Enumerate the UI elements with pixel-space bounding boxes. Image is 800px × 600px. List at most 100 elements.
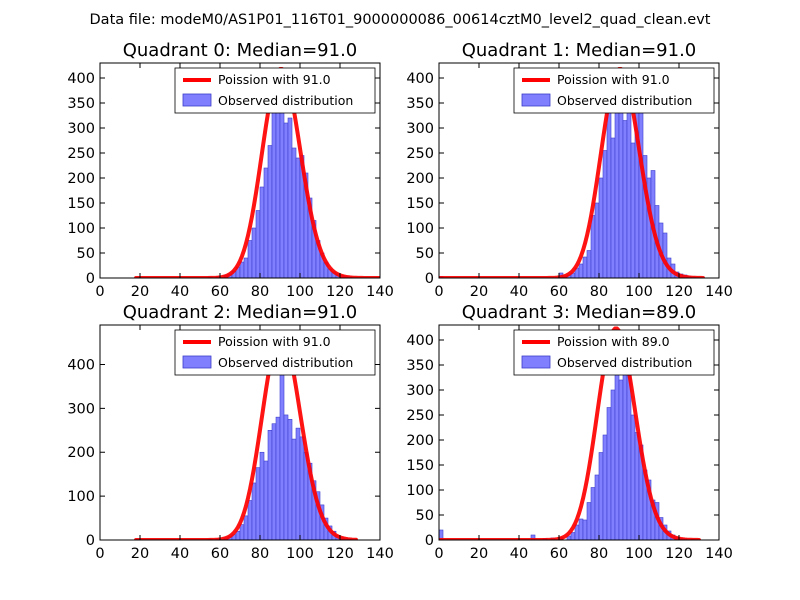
poisson-curve [439, 326, 701, 540]
subplot-title: Quadrant 3: Median=89.0 [462, 302, 697, 323]
histogram-bar [606, 407, 612, 540]
x-tick-label: 60 [211, 546, 229, 562]
legend: Poission with 91.0 Observed distribution [513, 67, 715, 114]
y-tick-label: 400 [406, 333, 434, 349]
poisson-curve [134, 67, 380, 278]
x-tick-label: 120 [326, 284, 354, 300]
histogram-bar [590, 487, 596, 540]
y-tick-label: 200 [67, 445, 95, 461]
histogram-bar [622, 367, 628, 540]
histogram-bar [582, 256, 588, 278]
legend-bar-label: Observed distribution [218, 93, 353, 108]
x-tick-label: 0 [434, 546, 443, 562]
y-tick-label: 0 [86, 533, 95, 549]
histogram-bar [267, 145, 273, 278]
y-tick-label: 100 [406, 221, 434, 237]
y-tick-label: 300 [406, 121, 434, 137]
subplot-title: Quadrant 0: Median=91.0 [123, 40, 358, 61]
histogram-bar [630, 142, 636, 278]
x-tick-label: 140 [366, 284, 394, 300]
legend-bar-swatch [182, 93, 212, 107]
x-tick-label: 80 [251, 284, 269, 300]
histogram-bar [614, 359, 620, 540]
histogram-bar [439, 529, 444, 540]
legend-curve-label: Poission with 89.0 [557, 334, 670, 349]
y-tick-label: 0 [425, 533, 434, 549]
histogram-bar [618, 379, 624, 540]
legend-bar-label: Observed distribution [557, 93, 692, 108]
legend: Poission with 89.0 Observed distribution [513, 329, 715, 376]
legend-bar-label: Observed distribution [218, 355, 353, 370]
histogram-bar [586, 250, 592, 278]
x-tick-label: 120 [326, 546, 354, 562]
histogram-bar [291, 438, 297, 540]
subplot-quadrant-3: Quadrant 3: Median=89.0 0 20 40 60 80 100 120 14… [406, 302, 733, 562]
histogram-bars [135, 75, 353, 278]
subplot-quadrant-0: Quadrant 0: Median=91.0 0 20 40 60 80 100 120 14… [67, 40, 394, 300]
histogram-bar [263, 167, 269, 278]
axes-frame [99, 324, 381, 541]
histogram-bar [247, 500, 253, 540]
x-tick-label: 20 [470, 546, 488, 562]
histogram-bar [602, 150, 608, 278]
histogram-bar [602, 434, 608, 540]
y-tick-label: 300 [406, 383, 434, 399]
y-tick-label: 400 [67, 357, 95, 373]
x-tick-label: 100 [625, 284, 653, 300]
histogram-bar [267, 430, 273, 540]
histogram-bar [530, 534, 536, 540]
x-tick-label: 60 [211, 284, 229, 300]
histogram-bar [610, 389, 616, 540]
y-tick-label: 150 [67, 196, 95, 212]
histogram-bar [283, 122, 289, 278]
axes-frame [438, 324, 720, 541]
legend-bar-label: Observed distribution [557, 355, 692, 370]
legend-curve-label: Poission with 91.0 [218, 72, 331, 87]
histogram-bar [586, 502, 592, 540]
y-tick-label: 250 [406, 146, 434, 162]
legend-curve-label: Poission with 91.0 [557, 72, 670, 87]
y-tick-label: 300 [67, 401, 95, 417]
histogram-bar [271, 105, 277, 278]
x-tick-label: 100 [286, 284, 314, 300]
histogram-bar [243, 515, 249, 540]
histogram-bar [574, 524, 580, 540]
histogram-bar [283, 414, 289, 540]
histogram-bar [598, 452, 604, 540]
y-tick-label: 150 [406, 458, 434, 474]
subplot-grid: Quadrant 0: Median=91.0 0 20 40 60 80 100 120 14… [67, 40, 733, 562]
x-tick-label: 40 [171, 546, 189, 562]
subplot-quadrant-1: Quadrant 1: Median=91.0 0 20 40 60 80 100 120 14… [406, 40, 733, 300]
figure-suptitle: Data file: modeM0/AS1P01_116T01_90000000… [90, 12, 711, 28]
x-tick-label: 80 [590, 546, 608, 562]
poisson-curve [439, 67, 705, 278]
histogram-bar [295, 427, 301, 540]
x-tick-label: 60 [550, 546, 568, 562]
x-tick-label: 80 [590, 284, 608, 300]
x-tick-label: 100 [625, 546, 653, 562]
histogram-bar [251, 482, 257, 540]
x-tick-label: 60 [550, 284, 568, 300]
y-tick-label: 400 [406, 71, 434, 87]
histogram-bar [590, 215, 596, 278]
y-tick-label: 350 [406, 358, 434, 374]
x-tick-label: 80 [251, 546, 269, 562]
y-tick-label: 400 [67, 71, 95, 87]
poisson-curve [134, 331, 358, 540]
histogram-bar [594, 474, 600, 540]
y-tick-label: 350 [406, 96, 434, 112]
histogram-bar [279, 364, 285, 540]
histogram-bar [622, 120, 628, 278]
y-tick-label: 250 [67, 146, 95, 162]
x-tick-label: 40 [171, 284, 189, 300]
legend-bar-swatch [182, 355, 212, 369]
histogram-bar [287, 117, 293, 278]
x-tick-label: 0 [95, 284, 104, 300]
subplot-title: Quadrant 2: Median=91.0 [123, 302, 358, 323]
histogram-bar [287, 419, 293, 540]
y-tick-label: 0 [425, 271, 434, 287]
y-tick-label: 50 [416, 508, 434, 524]
x-tick-label: 0 [434, 284, 443, 300]
histogram-bar [275, 416, 281, 540]
